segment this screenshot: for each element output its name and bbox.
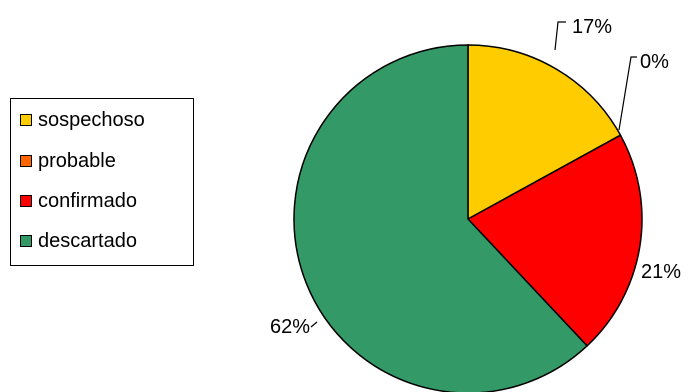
legend-label-confirmado: confirmado [38,190,137,212]
pie-slice-sospechoso [467,44,622,221]
leader-line-descartado [310,321,318,328]
pie-slice-descartado [293,44,589,392]
leader-line-sospechoso [554,21,566,51]
pie-slice-confirmado [466,134,643,347]
data-label-sospechoso: 17% [572,16,612,38]
data-label-descartado: 62% [270,316,310,338]
leader-lines [310,21,637,328]
legend-item-sospechoso: sospechoso [20,109,145,131]
legend-swatch-descartado [20,235,32,247]
legend-label-descartado: descartado [38,230,137,252]
legend-swatch-sospechoso [20,114,32,126]
legend-label-sospechoso: sospechoso [38,109,145,131]
pie-slices [293,44,643,392]
legend-item-descartado: descartado [20,230,137,252]
legend-swatch-confirmado [20,195,32,207]
data-label-confirmado: 21% [641,261,681,283]
legend-item-confirmado: confirmado [20,190,137,212]
legend-swatch-probable [20,155,32,167]
data-label-probable: 0% [640,51,669,73]
legend-label-probable: probable [38,150,116,172]
legend-item-probable: probable [20,150,116,172]
legend: sospechoso probable confirmado descartad… [10,98,194,266]
data-labels: 17% 0% 21% 62% [270,16,681,338]
leader-line-probable [618,56,637,131]
